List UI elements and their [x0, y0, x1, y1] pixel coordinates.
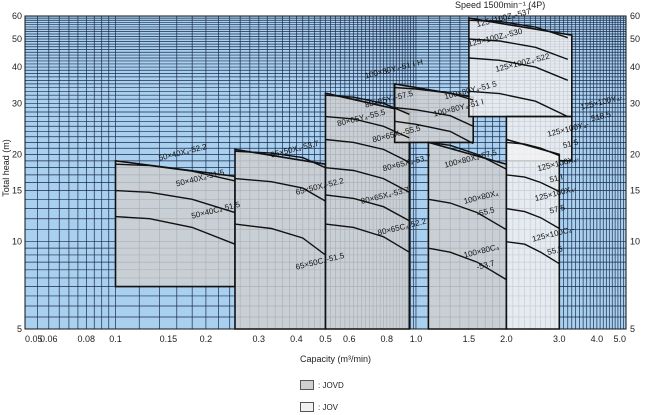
- series-curve: [394, 106, 474, 127]
- series-curve: [506, 174, 560, 193]
- curve-label: -55.5: [476, 205, 496, 218]
- series-curve: [234, 150, 326, 169]
- x-tick-label: 0.3: [253, 334, 266, 344]
- y-tick-label-right: 20: [630, 149, 640, 159]
- y-tick-label-left: 50: [12, 34, 22, 44]
- x-tick-label: 0.15: [160, 334, 178, 344]
- y-tick-label-left: 60: [12, 11, 22, 21]
- x-tick-label: 1.0: [410, 334, 423, 344]
- series-curve: [506, 207, 560, 230]
- series-curve: [468, 38, 569, 61]
- x-tick-label: 0.05: [25, 334, 43, 344]
- plot-frame: [24, 15, 627, 330]
- series-curve: [325, 138, 410, 163]
- region-jovd: [427, 141, 508, 330]
- legend-label-jov: : JOV: [318, 402, 339, 412]
- series-curve: [394, 86, 474, 101]
- series-curve: [234, 223, 326, 256]
- y-tick-label-left: 30: [12, 98, 22, 108]
- series-curve: [325, 167, 410, 193]
- x-tick-labels: 0.050.06 0.08 0.1 0.15 0.2 0.3 0.4 0.5 0.6 0.8 1.0…: [25, 334, 626, 344]
- series-curve: [394, 120, 474, 145]
- y-tick-label-left: 15: [12, 186, 22, 196]
- curve-label: 51 I: [549, 172, 564, 184]
- legend-swatch-jovd: [300, 380, 314, 390]
- x-axis-title: Capacity (m³/min): [300, 354, 371, 364]
- x-tick-label: 3.0: [553, 334, 566, 344]
- legend-swatch-jov: [300, 402, 314, 412]
- y-tick-label-right: 15: [630, 186, 640, 196]
- y-tick-label-right: 30: [630, 98, 640, 108]
- series-curve: [115, 215, 236, 245]
- x-tick-label: 0.1: [109, 334, 122, 344]
- y-tick-labels-right: 5 10 15 20 30 40 50 60: [630, 11, 640, 334]
- speed-label: Speed 1500min⁻¹ (4P): [455, 0, 546, 10]
- y-axis-title: Total head (m): [1, 139, 11, 197]
- legend-label-jovd: : JOVD: [318, 380, 344, 390]
- y-tick-label-right: 10: [630, 237, 640, 247]
- y-tick-label-right: 60: [630, 11, 640, 21]
- legend-item-jov: : JOV: [300, 402, 338, 412]
- region-jovd: [234, 148, 327, 330]
- y-tick-labels-left: 5 10 15 20 30 40 50 60: [12, 11, 22, 334]
- series-curve: [468, 19, 569, 39]
- x-tick-label: 0.06: [40, 334, 58, 344]
- series-curve: [506, 141, 560, 157]
- series-curve: [428, 141, 507, 170]
- y-tick-label-right: 50: [630, 34, 640, 44]
- curve-label: 55.5: [546, 244, 564, 257]
- x-tick-label: 2.0: [500, 334, 513, 344]
- pump-regions: [114, 17, 573, 330]
- series-curve: [325, 94, 410, 115]
- x-tick-label: 1.5: [463, 334, 476, 344]
- series-curve: [428, 198, 507, 231]
- y-tick-label-left: 5: [17, 324, 22, 334]
- x-tick-label: 0.2: [200, 334, 213, 344]
- series-curve: [115, 189, 236, 214]
- series-curve: [325, 115, 410, 139]
- x-tick-label: 0.5: [319, 334, 332, 344]
- curve-label: 51 5: [562, 138, 580, 151]
- curve-label: -53.7: [476, 258, 496, 271]
- curve-label: 57.5: [549, 203, 567, 216]
- series-curve: [325, 194, 410, 222]
- series-curve: [468, 57, 569, 81]
- legend-item-jovd: : JOVD: [300, 380, 344, 390]
- series-curve: [506, 241, 560, 265]
- pump-curves: [115, 19, 569, 281]
- y-tick-label-right: 40: [630, 62, 640, 72]
- series-curve: [234, 177, 326, 202]
- x-tick-label: 0.6: [343, 334, 356, 344]
- x-tick-label: 0.08: [78, 334, 96, 344]
- series-curve: [428, 247, 507, 281]
- y-tick-label-left: 40: [12, 62, 22, 72]
- series-curve: [325, 223, 410, 253]
- x-tick-label: 4.0: [591, 334, 604, 344]
- x-tick-label: 0.8: [381, 334, 394, 344]
- x-tick-label: 5.0: [613, 334, 626, 344]
- x-tick-label: 0.4: [290, 334, 303, 344]
- series-curve: [468, 90, 569, 118]
- y-tick-label-left: 10: [12, 237, 22, 247]
- y-tick-label-left: 20: [12, 149, 22, 159]
- y-tick-label-right: 5: [630, 324, 635, 334]
- series-curve: [115, 163, 236, 182]
